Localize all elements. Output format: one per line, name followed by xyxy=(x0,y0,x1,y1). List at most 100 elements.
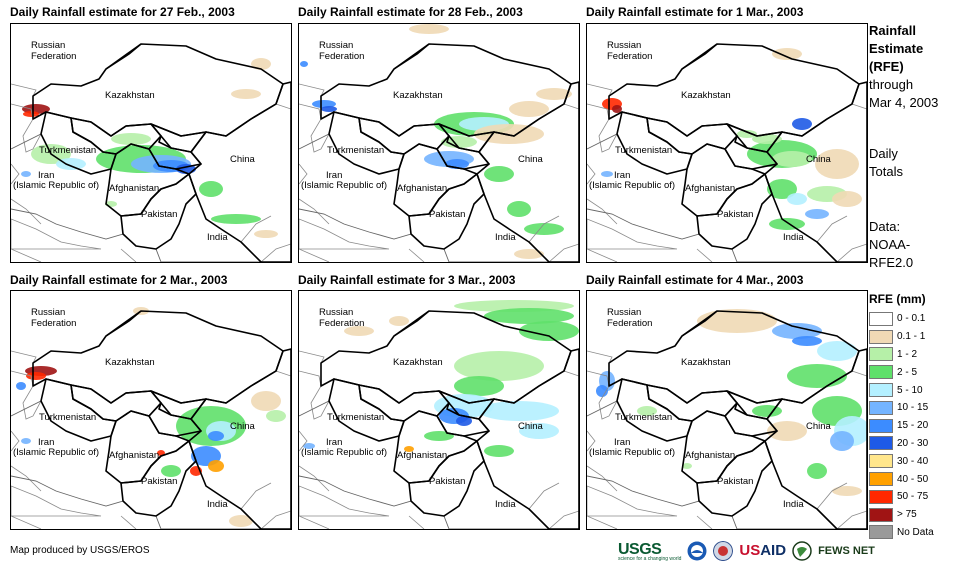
legend-label: 1 - 2 xyxy=(897,348,918,360)
rainfall-map-4: Russian Federation Kazakhstan Turkmenistan I… xyxy=(10,290,292,530)
minor-border xyxy=(11,515,42,529)
country-label-turkmenistan: Turkmenistan xyxy=(615,145,673,156)
ruTop-border xyxy=(681,310,718,337)
minor-border xyxy=(587,83,613,97)
heading-line-3: (RFE) xyxy=(869,59,904,74)
minor-border xyxy=(299,465,330,492)
rainfall-layer xyxy=(601,48,862,230)
rainfall-layer xyxy=(303,300,579,457)
rainfall-patch xyxy=(484,445,514,457)
ruTop-border xyxy=(393,310,430,337)
minor-border xyxy=(836,510,867,529)
rainfall-patch xyxy=(21,171,31,177)
country-label-russia-2: Federation xyxy=(607,51,653,62)
rainfall-patch xyxy=(161,465,181,477)
rainfall-layer xyxy=(300,24,572,259)
minor-border xyxy=(816,482,848,510)
legend-swatch xyxy=(869,400,893,415)
rainfall-patch xyxy=(792,336,822,346)
minor-border xyxy=(587,198,618,225)
rainfall-patch xyxy=(409,24,449,34)
rainfall-patch xyxy=(456,416,472,426)
legend-heading: Rainfall Estimate (RFE) through Mar 4, 2… xyxy=(869,22,938,112)
country-label-pakistan: Pakistan xyxy=(141,476,178,487)
noaa-seal-icon xyxy=(687,541,707,561)
country-label-turkmenistan: Turkmenistan xyxy=(39,145,97,156)
legend-label: 50 - 75 xyxy=(897,491,929,503)
rainfall-patch xyxy=(832,191,862,207)
country-label-kazakhstan: Kazakhstan xyxy=(681,357,731,368)
rainfall-patch xyxy=(767,421,807,441)
pak-border xyxy=(120,440,197,517)
minor-border xyxy=(260,510,291,529)
minor-border xyxy=(275,370,291,377)
country-label-india: India xyxy=(495,232,516,243)
rainfall-patch xyxy=(514,249,544,259)
minor-border xyxy=(299,350,325,364)
usgs-logo: USGS science for a changing world xyxy=(618,541,681,562)
rainfall-layer xyxy=(21,58,278,238)
country-label-india: India xyxy=(207,232,228,243)
rainfall-patch xyxy=(424,431,454,441)
heading-line-2: Estimate xyxy=(869,41,924,56)
china-border xyxy=(188,81,291,262)
data-source-line-1: NOAA- xyxy=(869,237,911,252)
legend-swatch xyxy=(869,489,893,504)
rainfall-patch xyxy=(16,382,26,390)
legend-swatch xyxy=(869,365,893,380)
gulf-outline xyxy=(299,485,390,517)
rainfall-patch xyxy=(300,61,308,67)
rainfall-patch xyxy=(815,149,859,179)
country-label-iran-1: Iran xyxy=(614,170,631,181)
turk-border xyxy=(40,378,117,442)
country-label-russia-1: Russian xyxy=(319,40,354,51)
minor-border xyxy=(851,370,867,377)
gulf-outline xyxy=(299,218,390,250)
usaid-aid: AID xyxy=(760,542,787,559)
rainfall-patch xyxy=(479,401,559,421)
country-label-iran-1: Iran xyxy=(38,170,55,181)
legend-label: 0 - 0.1 xyxy=(897,313,926,325)
country-label-russia-1: Russian xyxy=(31,40,66,51)
turk-border xyxy=(328,378,405,442)
rainfall-patch xyxy=(484,308,574,324)
legend-swatch xyxy=(869,418,893,433)
gulf-outline xyxy=(11,485,102,517)
daily-totals-note: Daily Totals xyxy=(869,145,903,181)
legend-swatch xyxy=(869,347,893,362)
usaid-logo: USAID xyxy=(739,542,786,560)
legend-item: 20 - 30 xyxy=(869,435,934,453)
rainfall-patch xyxy=(389,316,409,326)
rainfall-patch xyxy=(787,193,807,205)
legend-label: 15 - 20 xyxy=(897,420,929,432)
rainfall-patch xyxy=(787,364,847,388)
minor-border xyxy=(260,243,291,262)
through-label: through xyxy=(869,77,914,92)
legend-swatch xyxy=(869,311,893,326)
country-label-iran-2: (Islamic Republic of) xyxy=(13,180,100,191)
minor-border xyxy=(548,243,579,262)
country-label-india: India xyxy=(495,499,516,510)
rainfall-patch xyxy=(111,133,151,145)
legend-label: 0.1 - 1 xyxy=(897,331,926,343)
fews-net-text: FEWS NET xyxy=(818,545,875,557)
legend-swatch xyxy=(869,383,893,398)
rainfall-patch xyxy=(454,376,504,396)
country-label-iran-2: (Islamic Republic of) xyxy=(589,447,676,458)
map-canvas xyxy=(11,43,291,262)
minor-border xyxy=(299,370,322,387)
country-label-china: China xyxy=(806,154,831,165)
minor-border xyxy=(240,482,272,510)
rainfall-patch xyxy=(199,181,223,197)
minor-border xyxy=(299,83,325,97)
country-label-iran-2: (Islamic Republic of) xyxy=(589,180,676,191)
panel-title-4: Daily Rainfall estimate for 2 Mar., 2003 xyxy=(10,273,228,287)
usgs-tagline: science for a changing world xyxy=(618,555,682,562)
minor-border xyxy=(11,163,20,185)
rainfall-patch xyxy=(612,105,622,113)
country-label-afghanistan: Afghanistan xyxy=(109,183,160,194)
country-label-russia-2: Federation xyxy=(31,318,77,329)
country-label-turkmenistan: Turkmenistan xyxy=(327,145,385,156)
rainfall-patch xyxy=(832,486,862,496)
china-border xyxy=(764,81,867,262)
